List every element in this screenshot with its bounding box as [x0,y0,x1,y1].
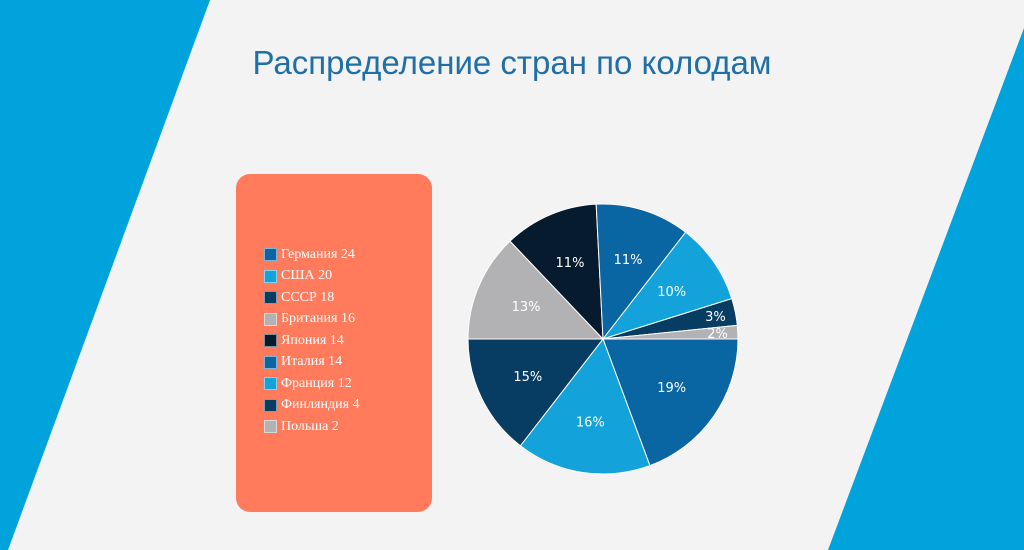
legend-item: Финляндия 4 [264,395,360,417]
legend-label: Германия 24 [281,246,355,262]
legend-swatch [264,355,277,369]
legend-item: Британия 16 [264,309,360,331]
slice-percent-label: 11% [556,256,585,271]
pie-slice-Италия [595,203,687,341]
legend-label: Британия 16 [281,311,355,327]
slice-percent-label: 3% [705,310,726,325]
legend-label: Италия 14 [281,354,343,370]
legend-swatch [264,377,277,391]
legend-label: США 20 [281,268,333,284]
slice-percent-label: 11% [614,253,643,268]
legend-swatch [264,248,277,262]
legend-item: Польша 2 [264,416,360,438]
legend-item: Италия 14 [264,352,360,374]
slice-percent-label: 16% [576,416,605,431]
legend-label: Польша 2 [281,418,339,434]
legend-label: Япония 14 [281,332,344,348]
slice-percent-label: 15% [513,370,542,385]
legend-item: США 20 [264,266,360,288]
legend-item: Германия 24 [264,244,360,266]
legend-label: Финляндия 4 [281,397,360,413]
slice-percent-label: 2% [707,327,728,342]
legend-item: Франция 12 [264,373,360,395]
slide-title: Распределение стран по колодам [252,44,772,81]
legend-swatch [264,334,277,348]
right-diagonal-band [828,28,1024,550]
pie-slice-Франция [601,231,733,340]
legend-panel: Германия 24 США 20 СССР 18 Британия 16 Япони… [236,174,432,512]
slice-percent-label: 10% [657,285,686,300]
pie-slice-Польша [602,324,739,340]
chart-legend: Германия 24 США 20 СССР 18 Британия 16 Япони… [264,244,360,438]
legend-swatch [264,420,277,434]
pie-slice-США [519,337,651,475]
pie-slice-Япония [509,203,604,341]
slice-percent-label: 13% [512,300,541,315]
legend-swatch [264,312,277,326]
legend-swatch [264,269,277,283]
legend-label: Франция 12 [281,375,352,391]
pie-slice-Британия [467,240,605,340]
pie-slice-Германия [602,338,739,467]
legend-item: Япония 14 [264,330,360,352]
pie-slice-СССР [467,338,605,447]
slice-percent-label: 19% [657,381,686,396]
left-diagonal-band [0,0,210,550]
legend-item: СССР 18 [264,287,360,309]
legend-swatch [264,291,277,305]
legend-label: СССР 18 [281,289,335,305]
legend-swatch [264,398,277,412]
